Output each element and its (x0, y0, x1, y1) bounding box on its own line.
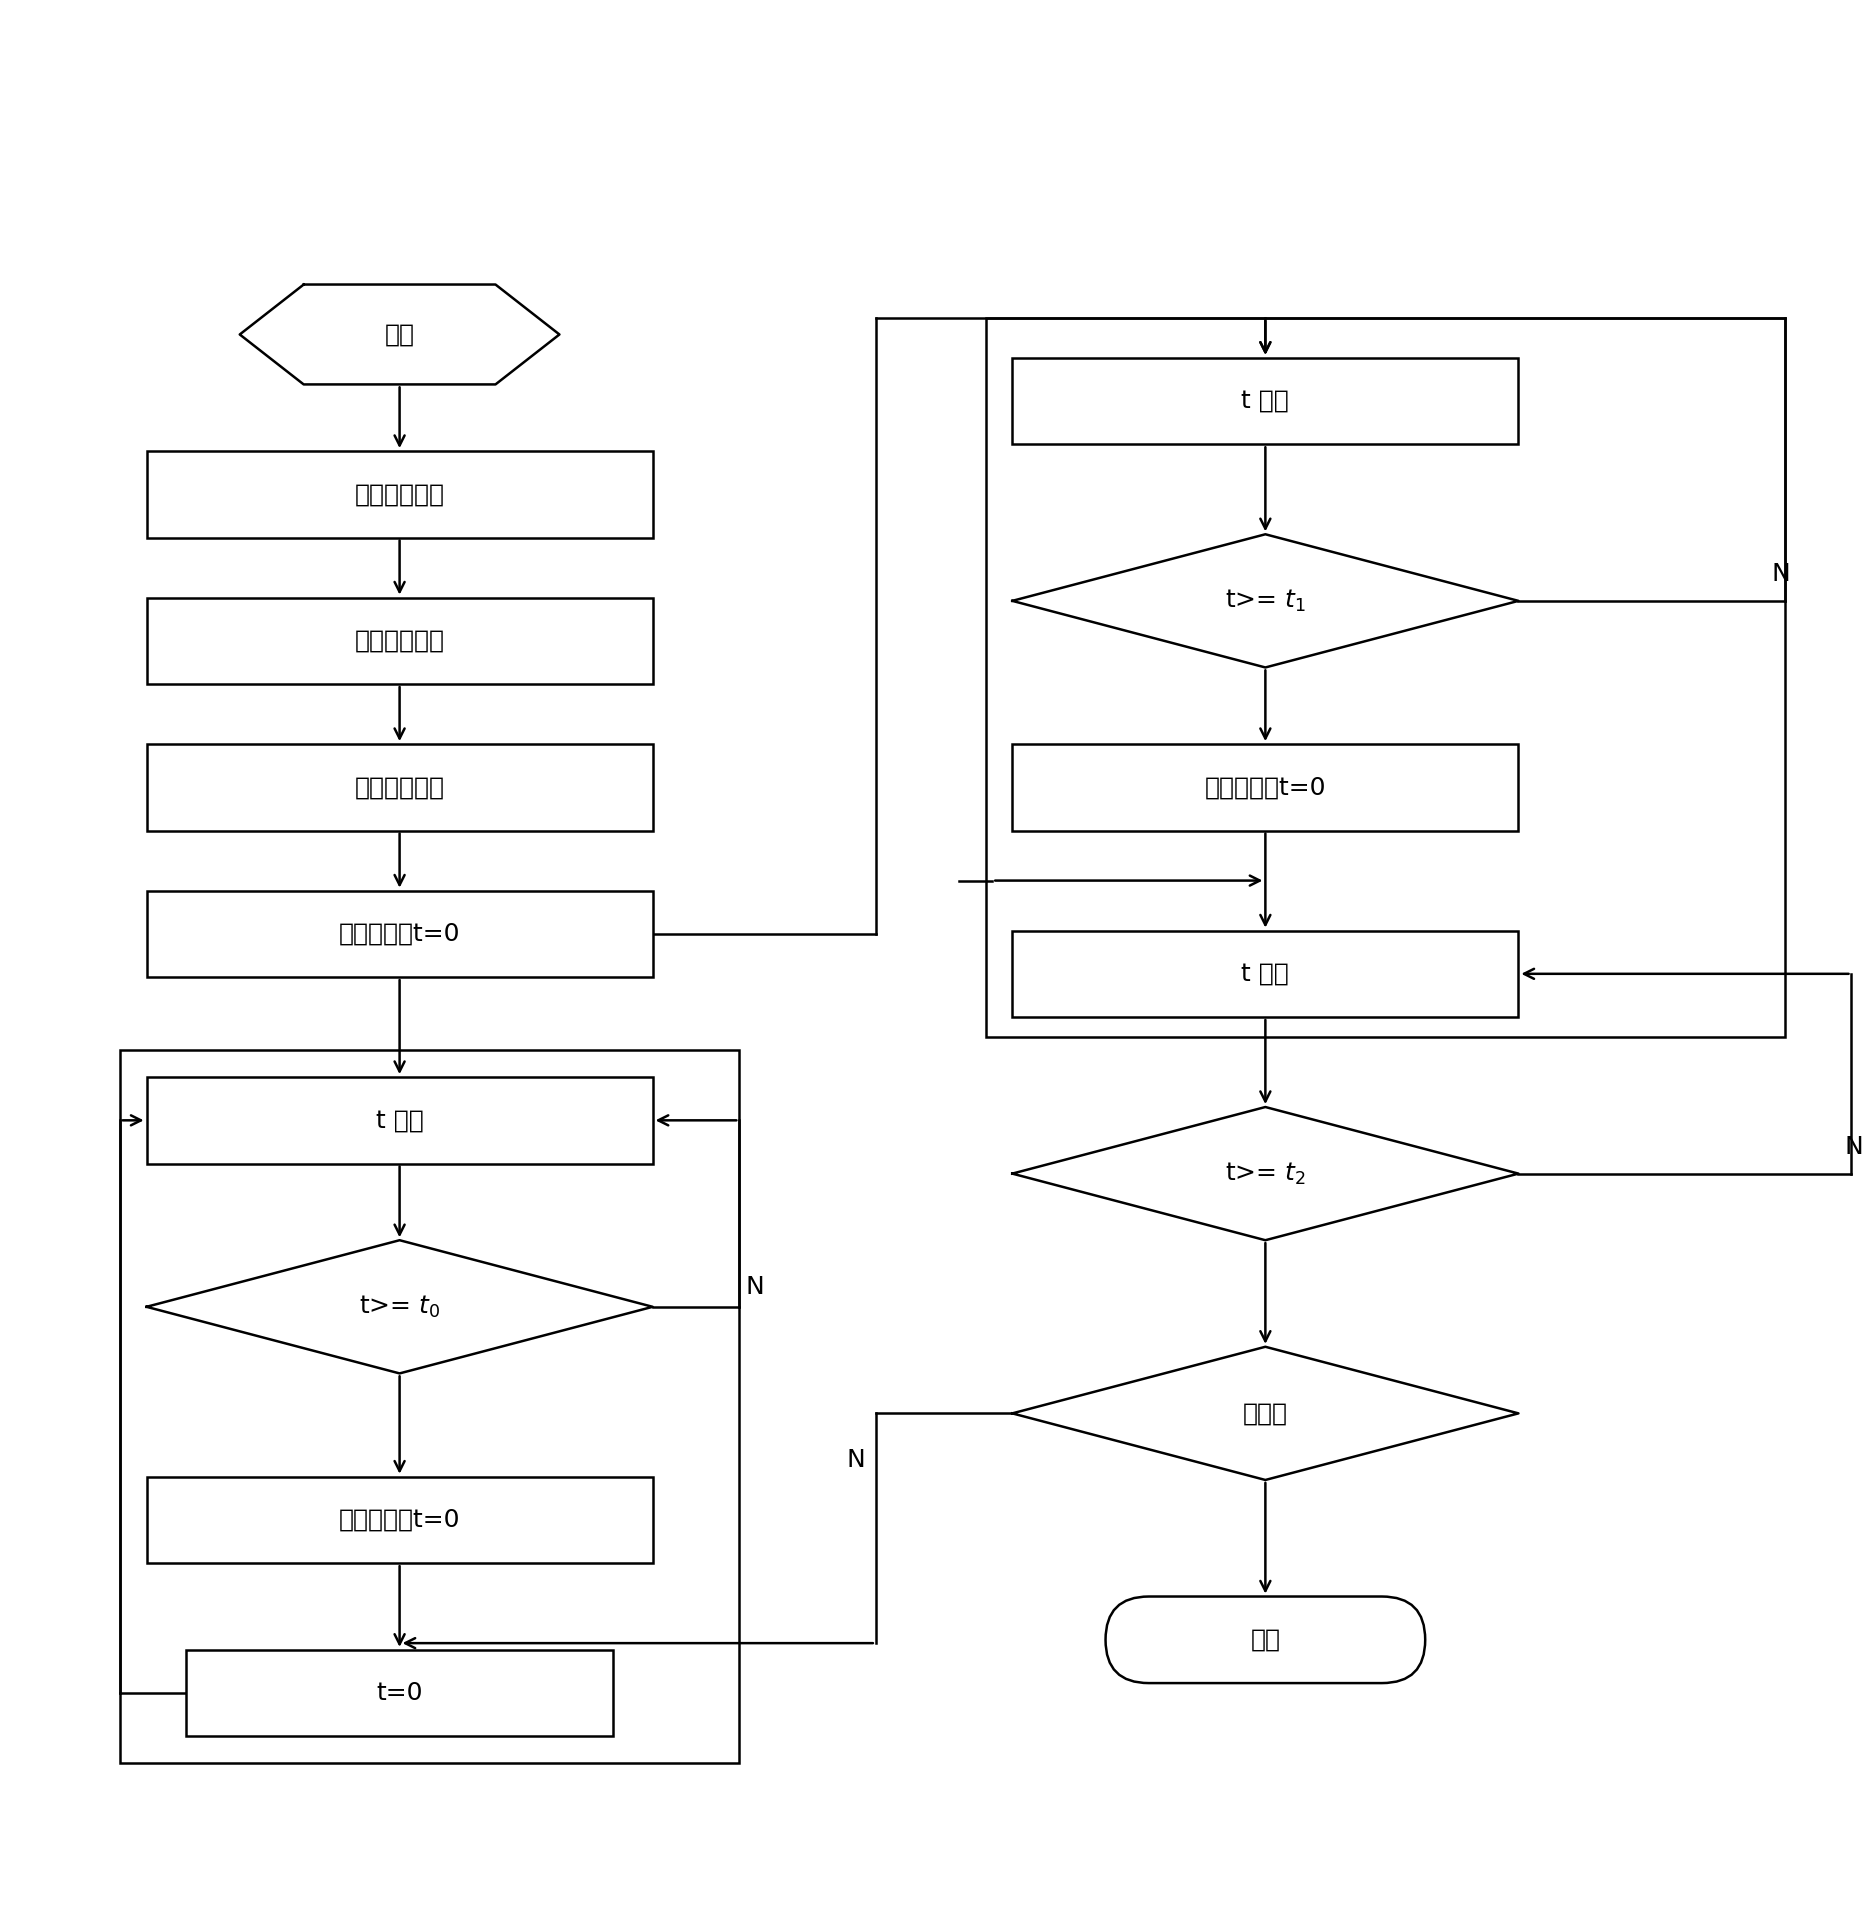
Polygon shape (239, 284, 559, 384)
Text: t>= $t_1$: t>= $t_1$ (1225, 588, 1306, 615)
Text: N: N (745, 1276, 764, 1299)
Text: 停止补氯，t=0: 停止补氯，t=0 (338, 1508, 460, 1531)
Bar (146, 1078, 652, 1164)
Text: 计算控制时间: 计算控制时间 (355, 776, 445, 799)
Text: t 计时: t 计时 (375, 1108, 424, 1131)
Text: t 计时: t 计时 (1242, 390, 1289, 413)
Polygon shape (146, 1241, 652, 1374)
Text: t>= $t_2$: t>= $t_2$ (1225, 1160, 1306, 1187)
Bar (146, 451, 652, 538)
Text: 开始: 开始 (385, 323, 415, 346)
Bar (120, 1051, 740, 1763)
Bar (146, 891, 652, 978)
FancyBboxPatch shape (1106, 1596, 1425, 1683)
Polygon shape (1012, 534, 1519, 667)
Text: 氯源装置准备: 氯源装置准备 (355, 482, 445, 507)
Text: 退出？: 退出？ (1242, 1402, 1287, 1425)
Text: N: N (846, 1448, 865, 1471)
Bar (187, 1650, 613, 1737)
Bar (146, 743, 652, 830)
Text: N: N (1846, 1135, 1864, 1158)
Bar (146, 597, 652, 684)
Bar (1012, 743, 1519, 830)
Text: t 计时: t 计时 (1242, 962, 1289, 985)
Polygon shape (1012, 1347, 1519, 1479)
Text: t=0: t=0 (375, 1681, 422, 1706)
Text: N: N (1771, 563, 1790, 586)
Bar (146, 1477, 652, 1564)
Text: 中途补氯，t=0: 中途补氯，t=0 (1205, 776, 1326, 799)
Text: t>= $t_0$: t>= $t_0$ (359, 1293, 441, 1320)
Text: 首次补氯，t=0: 首次补氯，t=0 (338, 922, 460, 945)
Polygon shape (1012, 1106, 1519, 1241)
Text: 设置控制参数: 设置控制参数 (355, 628, 445, 653)
Bar (1012, 930, 1519, 1016)
Text: 结束: 结束 (1250, 1627, 1280, 1652)
Bar (986, 317, 1784, 1037)
Bar (1012, 357, 1519, 444)
